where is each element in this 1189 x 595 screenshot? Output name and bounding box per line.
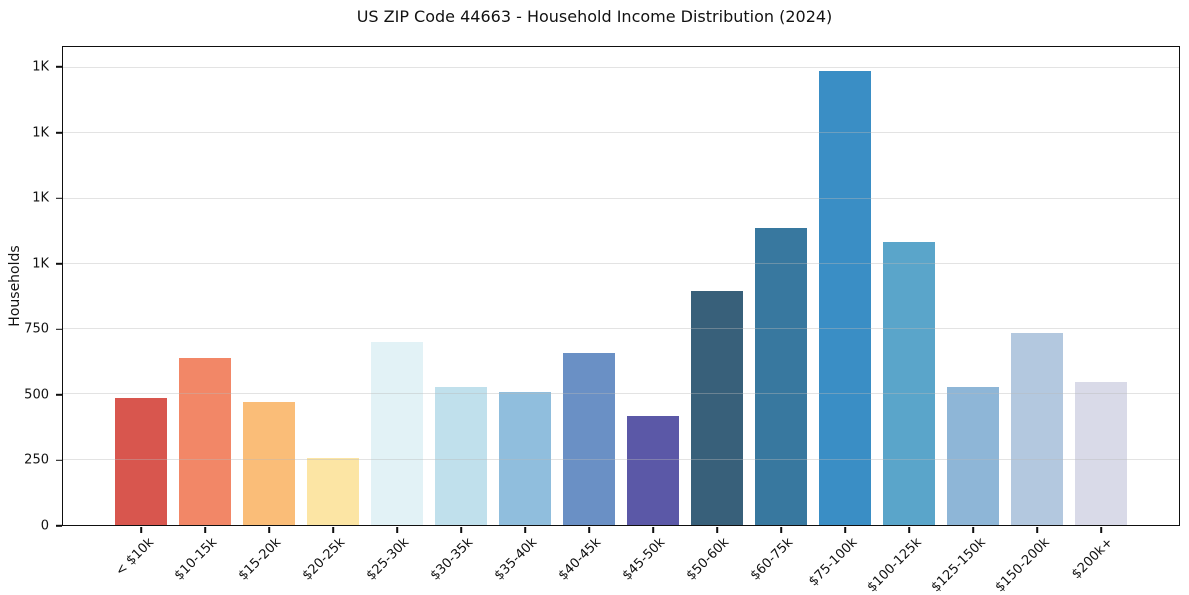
x-tick-label: $25-30k [364,535,413,584]
x-tick-label: $35-40k [492,535,541,584]
x-tick-label: $15-20k [236,535,285,584]
x-tick-label: $60-75k [748,535,797,584]
y-tick-label: 750 [24,321,49,337]
y-tick-label: 1K [32,256,49,272]
bar-100-125k [883,241,935,525]
x-tick-mark [1036,527,1038,533]
x-tick-mark [396,527,398,533]
x-tick-mark [204,527,206,533]
bar-10k [115,398,167,525]
bar-slot: $40-45k [556,47,621,583]
chart-title: US ZIP Code 44663 - Household Income Dis… [356,7,833,26]
bars-container: < $10k $10-15k $15-20k $20-25k $25-30k $30-35… [109,47,1133,595]
y-tick-label: 0 [40,518,49,534]
y-tick-mark [56,328,62,331]
y-tick-mark [56,459,62,462]
y-tick-mark [56,394,62,396]
bar-slot: $15-20k [236,47,301,583]
x-tick-label: $40-45k [556,535,605,584]
y-tick-mark [56,197,62,199]
bar-slot: $10-15k [172,47,237,583]
bar-slot: $125-150k [928,47,1005,595]
bar-35-40k [499,391,551,525]
bar-45-50k [627,416,679,525]
bar-25-30k [371,342,423,525]
bar-slot: $50-60k [684,47,749,583]
x-tick-mark [716,527,718,533]
y-tick-label: 500 [24,387,49,403]
bar-slot: $35-40k [492,47,557,583]
bar-slot: $75-100k [806,47,877,589]
bar-slot: $100-125k [864,47,941,595]
bar-slot: $45-50k [620,47,685,583]
bar-125-150k [947,386,999,525]
x-tick-label: $10-15k [172,535,221,584]
bar-200k [1075,382,1127,525]
bar-slot: $30-35k [428,47,493,583]
y-tick-mark [56,262,62,265]
bar-slot: $60-75k [748,47,813,583]
x-tick-mark [780,527,782,533]
bar-20-25k [307,457,359,525]
x-tick-label: < $10k [112,535,157,580]
x-tick-mark [140,527,142,533]
x-tick-mark [588,527,590,533]
y-tick-label: 1K [32,59,49,75]
x-tick-mark [460,527,462,533]
x-tick-label: $45-50k [620,535,669,584]
x-tick-mark [524,527,526,533]
x-tick-mark [332,527,334,533]
y-tick-label: 1K [32,125,49,141]
y-tick-label: 250 [24,452,49,468]
bar-30-35k [435,387,487,525]
x-tick-label: $30-35k [428,535,477,584]
x-tick-mark [908,527,910,533]
bar-slot: $150-200k [992,47,1069,595]
y-axis-ticks: 0 250 500 750 1K 1K 1K 1K [0,46,62,534]
y-tick-mark [56,131,62,134]
bar-slot: $200k+ [1069,47,1133,582]
x-tick-mark [652,527,654,533]
x-tick-label: $150-200k [992,535,1053,595]
y-tick-mark [56,66,62,68]
x-tick-label: $75-100k [806,535,861,590]
bar-40-45k [563,352,615,525]
bar-150-200k [1011,333,1063,525]
bar-10-15k [179,357,231,525]
x-tick-mark [268,527,270,533]
x-tick-mark [1100,527,1102,533]
bar-60-75k [755,228,807,525]
x-tick-label: $20-25k [300,535,349,584]
x-tick-mark [844,527,846,533]
x-tick-label: $125-150k [928,535,989,595]
x-tick-label: $200k+ [1069,535,1117,583]
x-tick-label: $50-60k [684,535,733,584]
x-tick-label: $100-125k [864,535,925,595]
bar-slot: $20-25k [300,47,365,583]
plot-area: < $10k $10-15k $15-20k $20-25k $25-30k $30-35… [62,46,1180,595]
y-tick-label: 1K [32,190,49,206]
bar-slot: < $10k [109,47,173,579]
y-tick-mark [56,525,62,527]
x-tick-mark [972,527,974,533]
bar-75-100k [819,70,871,525]
bar-slot: $25-30k [364,47,429,583]
bar-50-60k [691,291,743,525]
bar-15-20k [243,402,295,525]
